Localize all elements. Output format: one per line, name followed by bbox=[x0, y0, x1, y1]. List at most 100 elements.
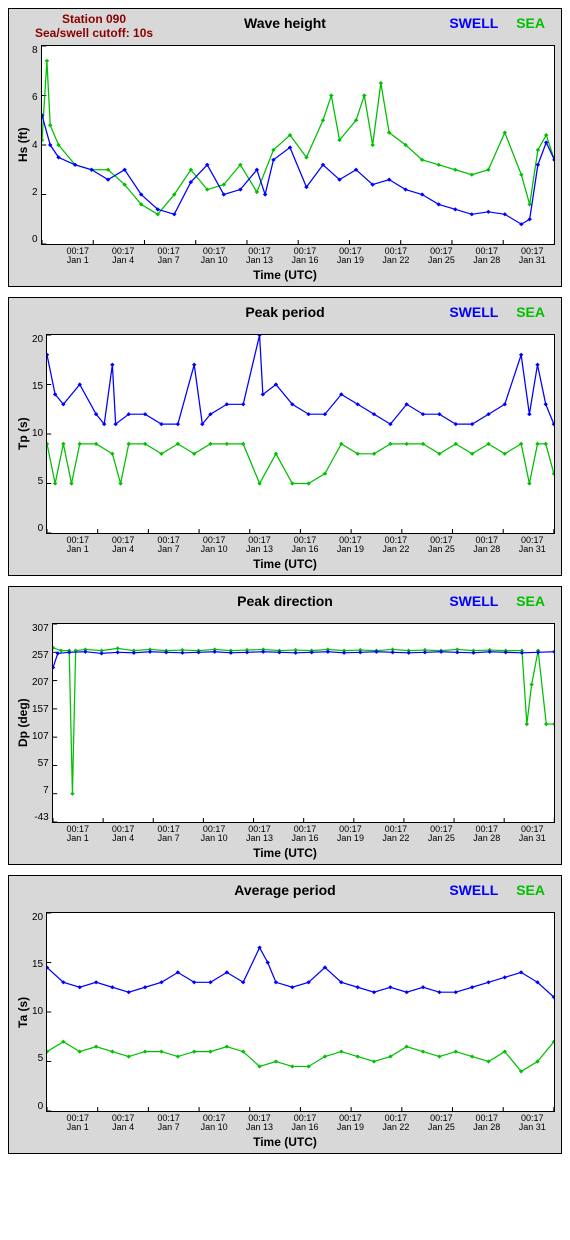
xtick-date: Jan 22 bbox=[373, 256, 418, 265]
wave_height-legend: SWELL SEA bbox=[449, 15, 545, 31]
peak_period-plot bbox=[46, 334, 555, 534]
average_period-panel: Average period SWELL SEA Ta (s) 20151050 bbox=[8, 875, 562, 1154]
ytick-label: 2 bbox=[32, 187, 38, 198]
legend-swell: SWELL bbox=[449, 15, 498, 31]
xtick-date: Jan 19 bbox=[328, 834, 373, 843]
xtick-date: Jan 4 bbox=[100, 834, 145, 843]
station-cutoff: Sea/swell cutoff: 10s bbox=[35, 27, 153, 41]
xtick-date: Jan 22 bbox=[373, 545, 418, 554]
xtick-date: Jan 25 bbox=[419, 545, 464, 554]
ytick-label: 10 bbox=[32, 1006, 43, 1017]
xtick: 00:17 Jan 10 bbox=[191, 536, 236, 555]
ytick-label: 5 bbox=[32, 1053, 43, 1064]
average_period-xaxis: 00:17 Jan 1 00:17 Jan 4 00:17 Jan 7 00:1… bbox=[55, 1114, 555, 1133]
ytick-label: 4 bbox=[32, 140, 38, 151]
ytick-label: 15 bbox=[32, 381, 43, 392]
peak_direction-xlabel: Time (UTC) bbox=[15, 846, 555, 860]
peak_direction-panel: Peak direction SWELL SEA Dp (deg) 307257… bbox=[8, 586, 562, 865]
legend-sea: SEA bbox=[516, 15, 545, 31]
xtick-date: Jan 28 bbox=[464, 834, 509, 843]
peak_period-plot-wrap: Tp (s) 20151050 bbox=[15, 334, 555, 534]
xtick: 00:17 Jan 1 bbox=[55, 536, 100, 555]
average_period-plot-wrap: Ta (s) 20151050 bbox=[15, 912, 555, 1112]
peak_direction-title: Peak direction bbox=[237, 593, 333, 609]
xtick: 00:17 Jan 22 bbox=[373, 825, 418, 844]
ytick-label: 207 bbox=[32, 677, 49, 688]
station-info: Station 090 Sea/swell cutoff: 10s bbox=[35, 13, 153, 41]
xtick-date: Jan 31 bbox=[510, 256, 555, 265]
wave_height-plot bbox=[41, 45, 555, 245]
xtick: 00:17 Jan 10 bbox=[191, 825, 236, 844]
xtick: 00:17 Jan 28 bbox=[464, 247, 509, 266]
xtick: 00:17 Jan 4 bbox=[100, 536, 145, 555]
legend-swell: SWELL bbox=[449, 593, 498, 609]
peak_period-panel: Peak period SWELL SEA Tp (s) 20151050 bbox=[8, 297, 562, 576]
xtick-date: Jan 25 bbox=[419, 1123, 464, 1132]
xtick-date: Jan 1 bbox=[55, 1123, 100, 1132]
xtick: 00:17 Jan 31 bbox=[510, 247, 555, 266]
ytick-label: 0 bbox=[32, 1101, 43, 1112]
xtick-date: Jan 7 bbox=[146, 256, 191, 265]
xtick: 00:17 Jan 22 bbox=[373, 1114, 418, 1133]
xtick: 00:17 Jan 10 bbox=[191, 1114, 236, 1133]
average_period-yticks: 20151050 bbox=[31, 912, 46, 1112]
xtick-date: Jan 16 bbox=[282, 1123, 327, 1132]
ytick-label: -43 bbox=[32, 812, 49, 823]
xtick-date: Jan 4 bbox=[100, 1123, 145, 1132]
xtick-date: Jan 7 bbox=[146, 1123, 191, 1132]
peak_period-legend: SWELL SEA bbox=[449, 304, 545, 320]
average_period-header: Average period SWELL SEA bbox=[15, 882, 555, 912]
legend-sea: SEA bbox=[516, 882, 545, 898]
xtick-date: Jan 31 bbox=[510, 834, 555, 843]
xtick-date: Jan 13 bbox=[237, 1123, 282, 1132]
xtick: 00:17 Jan 25 bbox=[419, 247, 464, 266]
ytick-label: 57 bbox=[32, 758, 49, 769]
xtick: 00:17 Jan 16 bbox=[282, 536, 327, 555]
xtick-date: Jan 13 bbox=[237, 834, 282, 843]
xtick-date: Jan 19 bbox=[328, 256, 373, 265]
wave_height-xaxis-row: 00:17 Jan 1 00:17 Jan 4 00:17 Jan 7 00:1… bbox=[15, 245, 555, 266]
peak_direction-plot bbox=[52, 623, 555, 823]
xtick: 00:17 Jan 22 bbox=[373, 247, 418, 266]
xtick: 00:17 Jan 16 bbox=[282, 1114, 327, 1133]
xtick: 00:17 Jan 7 bbox=[146, 825, 191, 844]
xtick-date: Jan 13 bbox=[237, 256, 282, 265]
ytick-label: 7 bbox=[32, 785, 49, 796]
xtick: 00:17 Jan 10 bbox=[191, 247, 236, 266]
wave_height-xaxis: 00:17 Jan 1 00:17 Jan 4 00:17 Jan 7 00:1… bbox=[55, 247, 555, 266]
xtick-date: Jan 10 bbox=[191, 545, 236, 554]
xtick: 00:17 Jan 19 bbox=[328, 247, 373, 266]
xtick-date: Jan 28 bbox=[464, 1123, 509, 1132]
xtick: 00:17 Jan 4 bbox=[100, 1114, 145, 1133]
xtick: 00:17 Jan 28 bbox=[464, 1114, 509, 1133]
xtick-date: Jan 10 bbox=[191, 256, 236, 265]
peak_period-title: Peak period bbox=[245, 304, 324, 320]
ytick-label: 5 bbox=[32, 476, 43, 487]
xtick-date: Jan 22 bbox=[373, 834, 418, 843]
peak_period-xlabel: Time (UTC) bbox=[15, 557, 555, 571]
xtick-date: Jan 22 bbox=[373, 1123, 418, 1132]
xtick: 00:17 Jan 13 bbox=[237, 536, 282, 555]
xtick-date: Jan 16 bbox=[282, 256, 327, 265]
ytick-label: 157 bbox=[32, 704, 49, 715]
legend-sea: SEA bbox=[516, 304, 545, 320]
average_period-ylabel: Ta (s) bbox=[15, 912, 31, 1112]
average_period-plot bbox=[46, 912, 555, 1112]
xtick-date: Jan 28 bbox=[464, 256, 509, 265]
xtick: 00:17 Jan 1 bbox=[55, 1114, 100, 1133]
xtick-date: Jan 25 bbox=[419, 834, 464, 843]
ytick-label: 0 bbox=[32, 523, 43, 534]
xtick-date: Jan 4 bbox=[100, 545, 145, 554]
ytick-label: 6 bbox=[32, 92, 38, 103]
xtick: 00:17 Jan 13 bbox=[237, 1114, 282, 1133]
xtick: 00:17 Jan 1 bbox=[55, 247, 100, 266]
peak_direction-xaxis: 00:17 Jan 1 00:17 Jan 4 00:17 Jan 7 00:1… bbox=[55, 825, 555, 844]
legend-sea: SEA bbox=[516, 593, 545, 609]
wave_height-xlabel: Time (UTC) bbox=[15, 268, 555, 282]
xtick-date: Jan 28 bbox=[464, 545, 509, 554]
legend-swell: SWELL bbox=[449, 304, 498, 320]
xtick: 00:17 Jan 7 bbox=[146, 1114, 191, 1133]
ytick-label: 15 bbox=[32, 959, 43, 970]
xtick-date: Jan 1 bbox=[55, 256, 100, 265]
xtick: 00:17 Jan 13 bbox=[237, 825, 282, 844]
